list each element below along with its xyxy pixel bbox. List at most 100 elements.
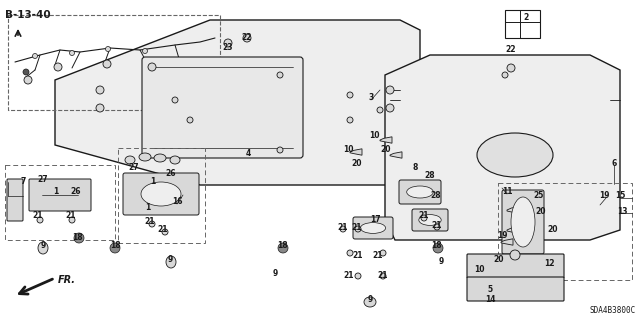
Ellipse shape <box>278 243 288 253</box>
Text: 11: 11 <box>502 188 512 197</box>
Text: 10: 10 <box>343 145 353 154</box>
Polygon shape <box>390 152 402 158</box>
Text: B-13-40: B-13-40 <box>5 10 51 20</box>
Ellipse shape <box>434 224 440 230</box>
Text: 21: 21 <box>338 222 348 232</box>
Ellipse shape <box>149 221 155 227</box>
Text: 21: 21 <box>419 211 429 220</box>
Ellipse shape <box>419 215 441 226</box>
Text: 26: 26 <box>71 187 81 196</box>
Ellipse shape <box>340 226 346 232</box>
Text: 21: 21 <box>378 271 388 280</box>
Ellipse shape <box>510 250 520 260</box>
FancyBboxPatch shape <box>353 217 393 239</box>
FancyBboxPatch shape <box>467 254 564 278</box>
Ellipse shape <box>477 133 553 177</box>
Ellipse shape <box>386 86 394 94</box>
FancyBboxPatch shape <box>29 179 91 211</box>
Text: 19: 19 <box>497 231 508 240</box>
Ellipse shape <box>355 226 361 232</box>
Ellipse shape <box>166 256 176 268</box>
Ellipse shape <box>380 250 386 256</box>
Bar <box>505 10 540 38</box>
Text: 16: 16 <box>172 197 182 206</box>
Ellipse shape <box>224 39 232 47</box>
Text: 15: 15 <box>615 191 625 201</box>
Ellipse shape <box>170 156 180 164</box>
Text: 3: 3 <box>369 93 374 101</box>
Polygon shape <box>385 55 620 240</box>
Ellipse shape <box>347 92 353 98</box>
Text: 21: 21 <box>33 211 44 220</box>
Ellipse shape <box>106 47 111 51</box>
Polygon shape <box>350 149 362 155</box>
FancyBboxPatch shape <box>7 179 23 221</box>
Polygon shape <box>507 206 522 214</box>
Ellipse shape <box>143 48 147 54</box>
Text: 26: 26 <box>166 169 176 179</box>
Polygon shape <box>501 239 513 245</box>
Text: 21: 21 <box>66 211 76 220</box>
Ellipse shape <box>139 153 151 161</box>
Ellipse shape <box>148 63 156 71</box>
Ellipse shape <box>347 250 353 256</box>
Ellipse shape <box>103 60 111 68</box>
Text: 18: 18 <box>72 233 83 241</box>
Text: 27: 27 <box>129 164 140 173</box>
FancyBboxPatch shape <box>399 180 441 204</box>
Bar <box>472 268 490 280</box>
Ellipse shape <box>243 34 251 42</box>
Ellipse shape <box>355 273 361 279</box>
Ellipse shape <box>23 69 29 75</box>
Text: 18: 18 <box>109 241 120 250</box>
Ellipse shape <box>502 72 508 78</box>
Ellipse shape <box>38 242 48 254</box>
Text: SDA4B3800C: SDA4B3800C <box>589 306 636 315</box>
Text: 18: 18 <box>276 241 287 250</box>
Ellipse shape <box>110 243 120 253</box>
Text: 6: 6 <box>611 159 616 167</box>
FancyBboxPatch shape <box>142 57 303 158</box>
Text: 1: 1 <box>145 204 150 212</box>
Ellipse shape <box>386 104 394 112</box>
Text: 5: 5 <box>488 286 493 294</box>
Ellipse shape <box>24 76 32 84</box>
Ellipse shape <box>70 50 74 56</box>
FancyBboxPatch shape <box>467 277 564 301</box>
Text: 20: 20 <box>381 145 391 153</box>
Ellipse shape <box>33 54 38 58</box>
Ellipse shape <box>125 156 135 164</box>
Text: 13: 13 <box>617 206 627 216</box>
Text: 19: 19 <box>599 191 609 201</box>
Text: 21: 21 <box>145 218 156 226</box>
Text: 21: 21 <box>432 220 442 229</box>
Text: 21: 21 <box>372 250 383 259</box>
Ellipse shape <box>364 297 376 307</box>
Text: 27: 27 <box>38 175 48 184</box>
Text: 23: 23 <box>223 43 233 53</box>
FancyBboxPatch shape <box>123 173 199 215</box>
Text: 14: 14 <box>484 295 495 305</box>
Text: 21: 21 <box>157 226 168 234</box>
Ellipse shape <box>377 107 383 113</box>
Text: 9: 9 <box>168 256 173 264</box>
Text: 9: 9 <box>367 295 372 305</box>
Ellipse shape <box>96 86 104 94</box>
Ellipse shape <box>347 117 353 123</box>
FancyBboxPatch shape <box>412 209 448 231</box>
Ellipse shape <box>141 182 181 206</box>
Text: 1: 1 <box>150 176 156 186</box>
Ellipse shape <box>154 154 166 162</box>
Text: 10: 10 <box>474 265 484 275</box>
Text: 20: 20 <box>536 206 547 216</box>
Ellipse shape <box>96 104 104 112</box>
FancyBboxPatch shape <box>502 190 544 254</box>
Ellipse shape <box>277 72 283 78</box>
Text: FR.: FR. <box>58 275 76 285</box>
Text: 28: 28 <box>431 191 442 201</box>
Text: 4: 4 <box>245 149 251 158</box>
Ellipse shape <box>507 64 515 72</box>
Polygon shape <box>507 226 522 234</box>
Text: 20: 20 <box>548 226 558 234</box>
Text: 9: 9 <box>40 241 45 250</box>
